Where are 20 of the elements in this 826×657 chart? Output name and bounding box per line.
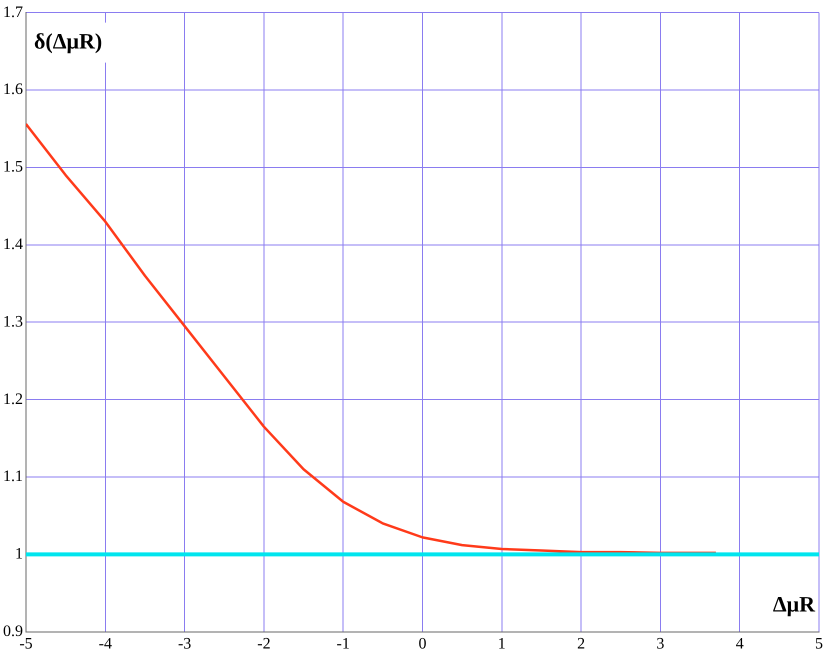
x-tick-label: -2 (257, 636, 271, 653)
y-tick-label: 1.6 (3, 81, 23, 98)
y-tick-label: 1 (15, 546, 23, 563)
y-tick-label: 1.5 (3, 158, 23, 176)
x-tick-label: 0 (418, 636, 426, 653)
x-tick-label: -4 (98, 636, 112, 653)
x-tick-label: 2 (577, 636, 586, 653)
y-axis-title: δ(ΔμR) (34, 28, 102, 54)
y-tick-label: 1.3 (3, 313, 23, 330)
y-tick-label: 1.1 (3, 468, 23, 486)
x-tick-label: 5 (815, 636, 823, 653)
x-axis-title: ΔμR (772, 591, 816, 616)
x-tick-label: 4 (736, 636, 744, 653)
y-tick-label: 1.7 (3, 4, 23, 21)
x-tick-label: 3 (656, 636, 664, 653)
x-tick-label: -1 (336, 636, 350, 653)
y-tick-label: 1.2 (3, 390, 23, 408)
y-tick-label: 1.4 (3, 236, 23, 254)
x-tick-label: -3 (178, 636, 192, 653)
x-tick-label: 1 (498, 636, 506, 653)
